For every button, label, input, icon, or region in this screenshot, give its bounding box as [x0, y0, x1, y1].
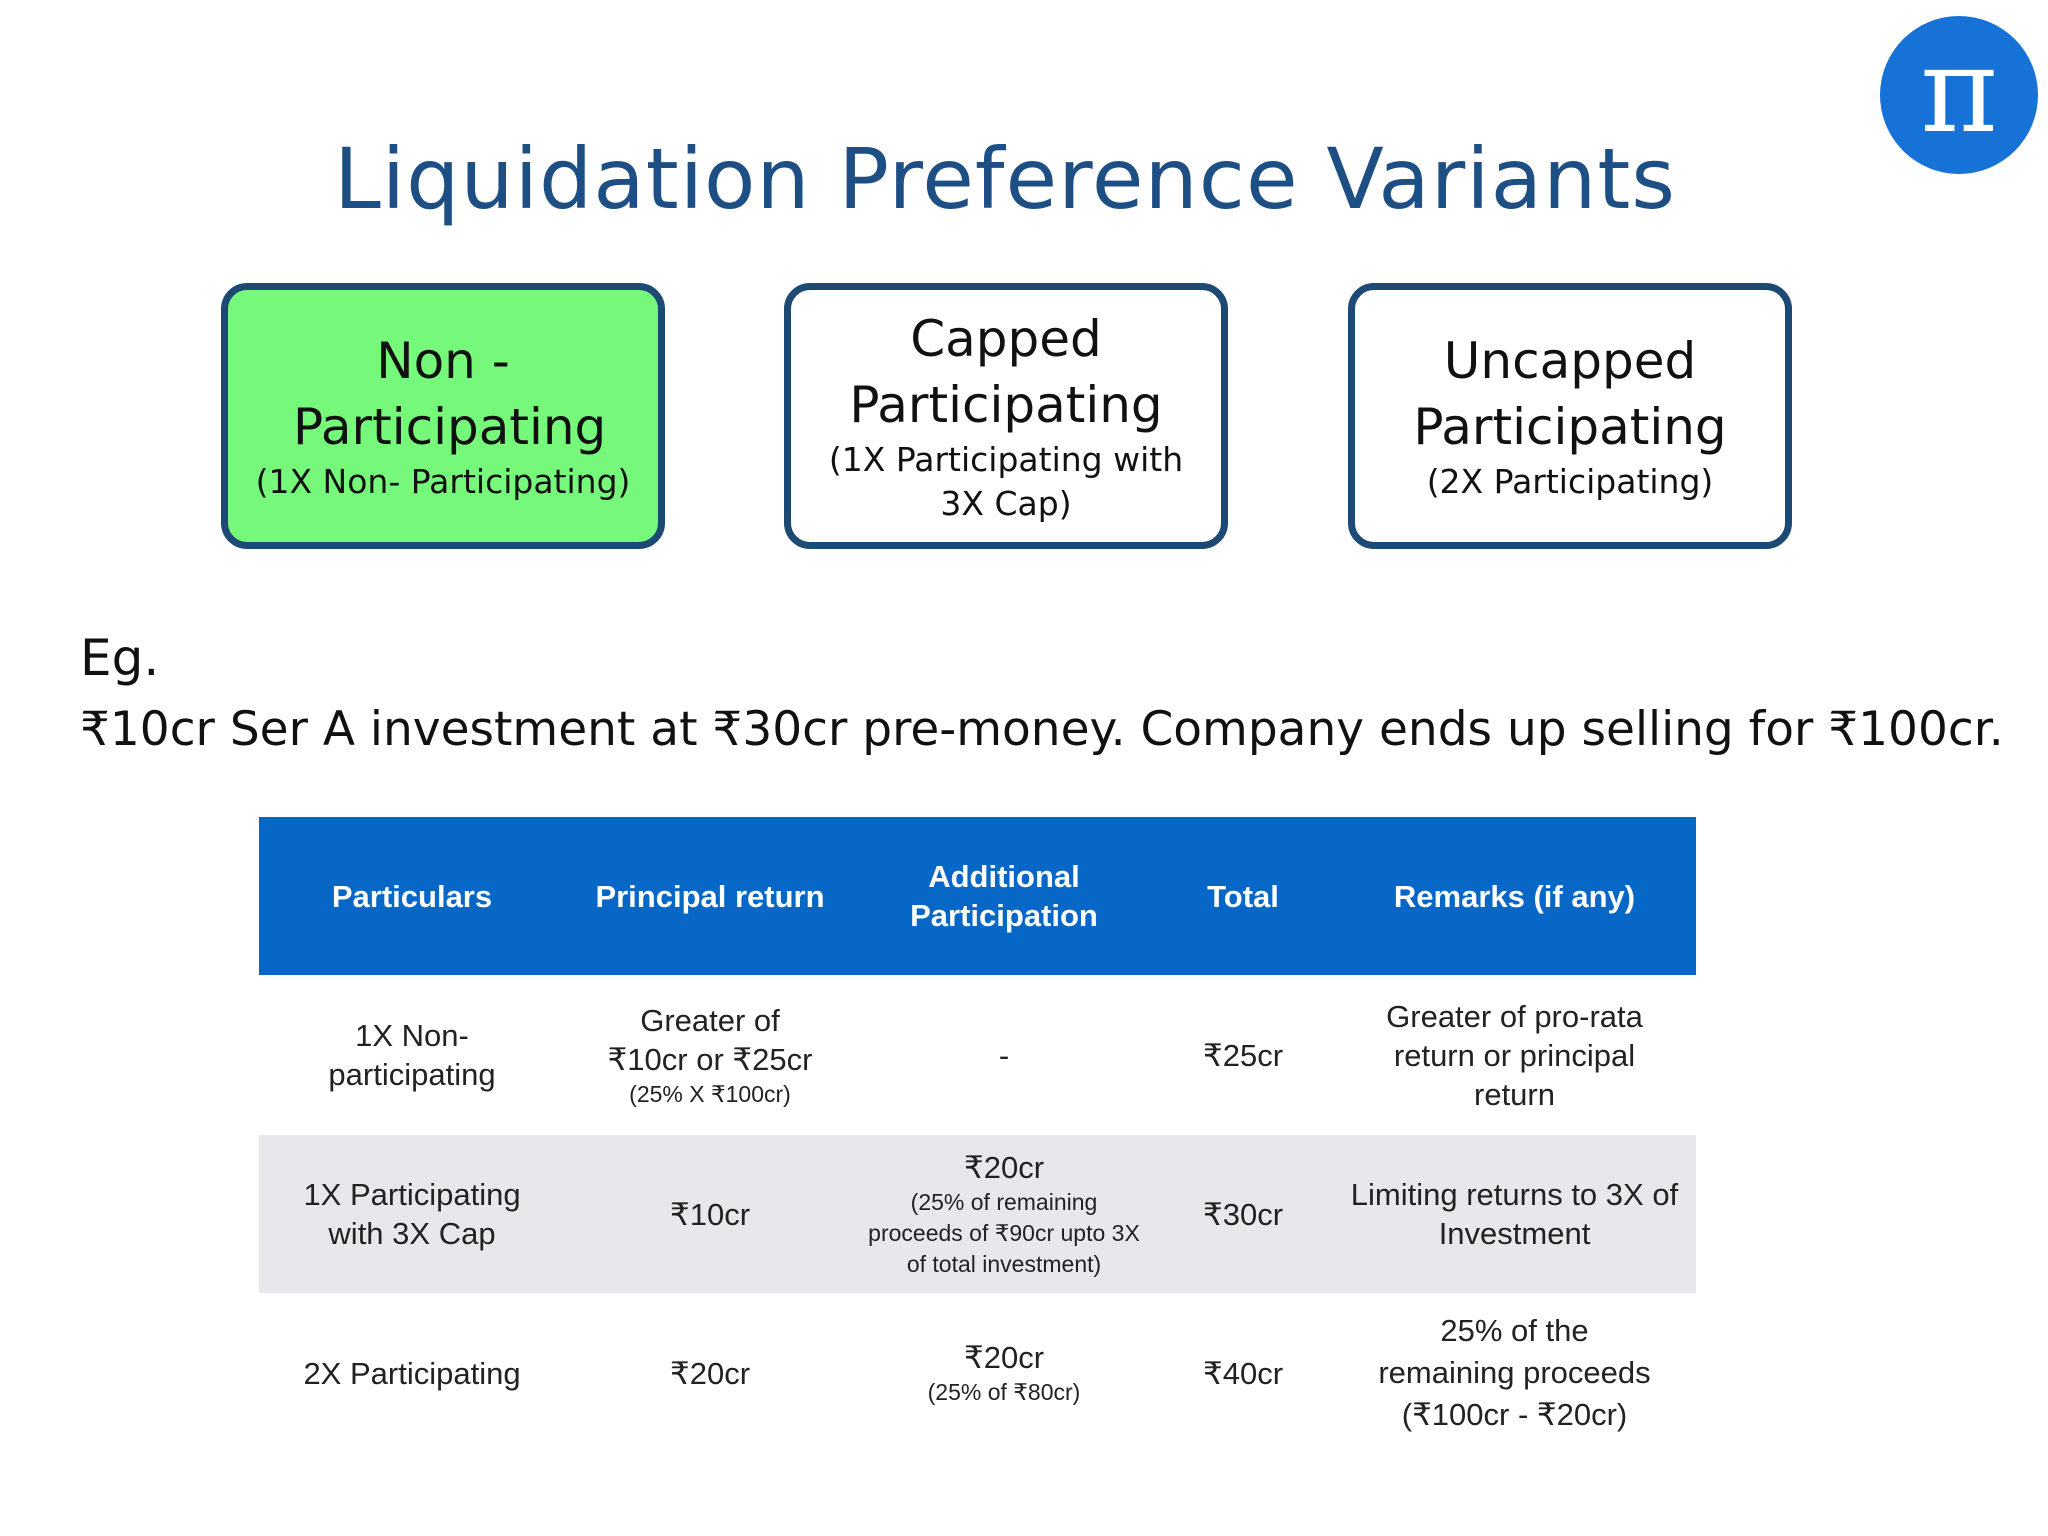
principal-value: ₹10cr: [669, 1196, 751, 1232]
cell-particulars: 2X Participating: [303, 1355, 521, 1391]
header-remarks: Remarks (if any): [1393, 878, 1636, 914]
principal-value: ₹20cr: [669, 1355, 751, 1391]
liquidation-table: Particulars Principal return Additional …: [259, 817, 1696, 1453]
cell-additional-participation: ₹20cr (25% of remaining proceeds of ₹90c…: [855, 1148, 1153, 1280]
variant-subtitle: (2X Participating): [1426, 462, 1714, 501]
variant-name: Capped Participating: [849, 310, 1163, 434]
cell-additional-participation: -: [855, 1036, 1153, 1075]
example-label: Eg.: [80, 629, 160, 687]
cell-principal-return: ₹10cr: [565, 1195, 855, 1234]
variant-name: Non - Participating: [293, 332, 607, 456]
principal-value: Greater of ₹10cr or ₹25cr: [607, 1002, 813, 1077]
additional-value: ₹20cr: [963, 1150, 1045, 1185]
table-row: 1X Participating with 3X Cap ₹10cr ₹20cr…: [259, 1135, 1696, 1293]
header-particulars: Particulars: [331, 878, 493, 914]
table-row: 2X Participating ₹20cr ₹20cr (25% of ₹80…: [259, 1293, 1696, 1453]
cell-total: ₹30cr: [1202, 1196, 1284, 1232]
variant-name: Uncapped Participating: [1413, 332, 1727, 456]
cell-remarks: Greater of pro-rata return or principal …: [1386, 998, 1643, 1112]
example-text: ₹10cr Ser A investment at ₹30cr pre-mone…: [80, 702, 2004, 757]
header-total: Total: [1207, 878, 1279, 914]
additional-note: (25% of ₹80cr): [927, 1379, 1081, 1405]
header-principal-return: Principal return: [595, 878, 825, 914]
cell-additional-participation: ₹20cr (25% of ₹80cr): [855, 1338, 1153, 1408]
variant-uncapped-participating: Uncapped Participating (2X Participating…: [1348, 283, 1792, 549]
pi-logo-symbol: π: [1920, 21, 1998, 159]
cell-remarks: 25% of the remaining proceeds (₹100cr - …: [1378, 1313, 1651, 1432]
variant-capped-participating: Capped Participating (1X Participating w…: [784, 283, 1228, 549]
table-header: Particulars Principal return Additional …: [259, 817, 1696, 975]
cell-total: ₹25cr: [1202, 1037, 1284, 1073]
cell-particulars: 1X Participating with 3X Cap: [303, 1177, 521, 1251]
cell-principal-return: Greater of ₹10cr or ₹25cr (25% X ₹100cr): [565, 1001, 855, 1110]
cell-total: ₹40cr: [1202, 1355, 1284, 1391]
pi-logo: π: [1880, 16, 2038, 174]
cell-principal-return: ₹20cr: [565, 1354, 855, 1393]
additional-note: (25% of remaining proceeds of ₹90cr upto…: [868, 1189, 1140, 1277]
table-row: 1X Non-participating Greater of ₹10cr or…: [259, 975, 1696, 1135]
cell-remarks: Limiting returns to 3X of Investment: [1350, 1177, 1679, 1251]
additional-value: -: [998, 1037, 1010, 1073]
variant-subtitle: (1X Participating with 3X Cap): [828, 440, 1184, 523]
variant-subtitle: (1X Non- Participating): [255, 462, 631, 501]
additional-value: ₹20cr: [963, 1340, 1045, 1375]
principal-note: (25% X ₹100cr): [629, 1080, 791, 1107]
header-additional-participation: Additional Participation: [910, 859, 1098, 933]
cell-particulars: 1X Non-participating: [328, 1018, 496, 1092]
variant-non-participating: Non - Participating (1X Non- Participati…: [221, 283, 665, 549]
page-title: Liquidation Preference Variants: [333, 130, 1677, 228]
